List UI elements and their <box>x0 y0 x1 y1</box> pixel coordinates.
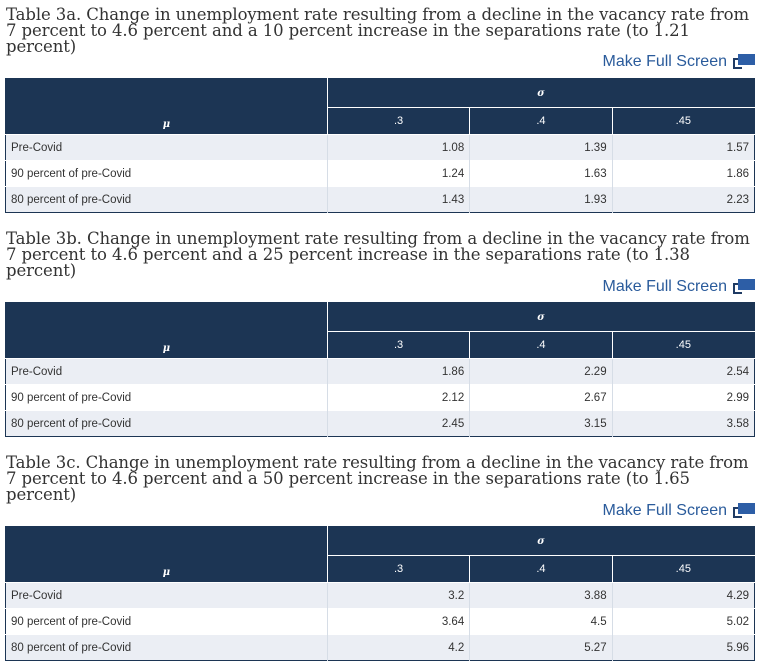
column-header: .3 <box>327 331 471 359</box>
column-header: .3 <box>327 555 471 583</box>
table-cell: 1.86 <box>612 160 755 187</box>
table-cell: 1.24 <box>327 160 471 187</box>
table-cell: 3.64 <box>327 608 471 635</box>
row-label: Pre-Covid <box>5 358 328 385</box>
table-cell: 2.67 <box>469 384 613 411</box>
table-cell: 2.12 <box>327 384 471 411</box>
table-cell: 5.96 <box>612 634 755 661</box>
column-header: .4 <box>469 555 613 583</box>
table-cell: 1.93 <box>469 186 613 213</box>
full-screen-icon <box>733 54 755 70</box>
row-label: Pre-Covid <box>5 134 328 161</box>
make-full-screen-button[interactable]: Make Full Screen <box>602 501 755 521</box>
table-row: 90 percent of pre-Covid 1.24 1.63 1.86 <box>5 160 755 187</box>
row-label: 90 percent of pre-Covid <box>5 384 328 411</box>
table-cell: 5.27 <box>469 634 613 661</box>
table-block-3b: Table 3b. Change in unemployment rate re… <box>5 229 755 437</box>
column-header: .4 <box>469 107 613 135</box>
table-row: 90 percent of pre-Covid 2.12 2.67 2.99 <box>5 384 755 411</box>
sigma-header: σ <box>327 78 755 108</box>
table-cell: 3.58 <box>612 410 755 437</box>
table-row: Pre-Covid 1.86 2.29 2.54 <box>5 358 755 385</box>
table-cell: 1.63 <box>469 160 613 187</box>
table-cell: 2.45 <box>327 410 471 437</box>
table-row: 80 percent of pre-Covid 4.2 5.27 5.96 <box>5 634 755 661</box>
table-cell: 1.43 <box>327 186 471 213</box>
column-header: .45 <box>612 555 755 583</box>
table-cell: 3.15 <box>469 410 613 437</box>
table-row: 90 percent of pre-Covid 3.64 4.5 5.02 <box>5 608 755 635</box>
column-header: .45 <box>612 331 755 359</box>
table-cell: 2.54 <box>612 358 755 385</box>
row-label: 80 percent of pre-Covid <box>5 186 328 213</box>
table-cell: 1.57 <box>612 134 755 161</box>
table-title: Table 3b. Change in unemployment rate re… <box>6 229 750 280</box>
make-full-screen-button[interactable]: Make Full Screen <box>602 277 755 297</box>
make-full-screen-label: Make Full Screen <box>602 502 728 519</box>
column-header: .3 <box>327 107 471 135</box>
data-table: μ σ .3 .4 .45 Pre-Covid 3.2 3.88 4.29 90… <box>5 526 755 661</box>
table-cell: 5.02 <box>612 608 755 635</box>
table-title: Table 3a. Change in unemployment rate re… <box>6 5 750 56</box>
table-row: Pre-Covid 1.08 1.39 1.57 <box>5 134 755 161</box>
table-cell: 1.39 <box>469 134 613 161</box>
table-block-3a: Table 3a. Change in unemployment rate re… <box>5 5 755 213</box>
table-cell: 4.29 <box>612 582 755 609</box>
row-label: 80 percent of pre-Covid <box>5 634 328 661</box>
sigma-header: σ <box>327 302 755 332</box>
full-screen-icon <box>733 279 755 295</box>
make-full-screen-button[interactable]: Make Full Screen <box>602 52 755 72</box>
full-screen-icon <box>733 503 755 519</box>
table-cell: 2.29 <box>469 358 613 385</box>
mu-header: μ <box>5 302 328 359</box>
row-label: 90 percent of pre-Covid <box>5 608 328 635</box>
make-full-screen-label: Make Full Screen <box>602 278 728 295</box>
row-label: 80 percent of pre-Covid <box>5 410 328 437</box>
table-cell: 4.2 <box>327 634 471 661</box>
table-cell: 2.99 <box>612 384 755 411</box>
table-cell: 3.2 <box>327 582 471 609</box>
data-table: μ σ .3 .4 .45 Pre-Covid 1.08 1.39 1.57 9… <box>5 78 755 213</box>
table-title: Table 3c. Change in unemployment rate re… <box>6 453 749 504</box>
sigma-header: σ <box>327 526 755 556</box>
row-label: 90 percent of pre-Covid <box>5 160 328 187</box>
table-row: 80 percent of pre-Covid 2.45 3.15 3.58 <box>5 410 755 437</box>
data-table: μ σ .3 .4 .45 Pre-Covid 1.86 2.29 2.54 9… <box>5 302 755 437</box>
table-cell: 3.88 <box>469 582 613 609</box>
mu-header: μ <box>5 526 328 583</box>
table-cell: 1.86 <box>327 358 471 385</box>
row-label: Pre-Covid <box>5 582 328 609</box>
table-cell: 4.5 <box>469 608 613 635</box>
column-header: .45 <box>612 107 755 135</box>
mu-header: μ <box>5 78 328 135</box>
column-header: .4 <box>469 331 613 359</box>
make-full-screen-label: Make Full Screen <box>602 53 728 70</box>
table-row: Pre-Covid 3.2 3.88 4.29 <box>5 582 755 609</box>
table-cell: 1.08 <box>327 134 471 161</box>
table-block-3c: Table 3c. Change in unemployment rate re… <box>5 453 755 661</box>
table-row: 80 percent of pre-Covid 1.43 1.93 2.23 <box>5 186 755 213</box>
table-cell: 2.23 <box>612 186 755 213</box>
